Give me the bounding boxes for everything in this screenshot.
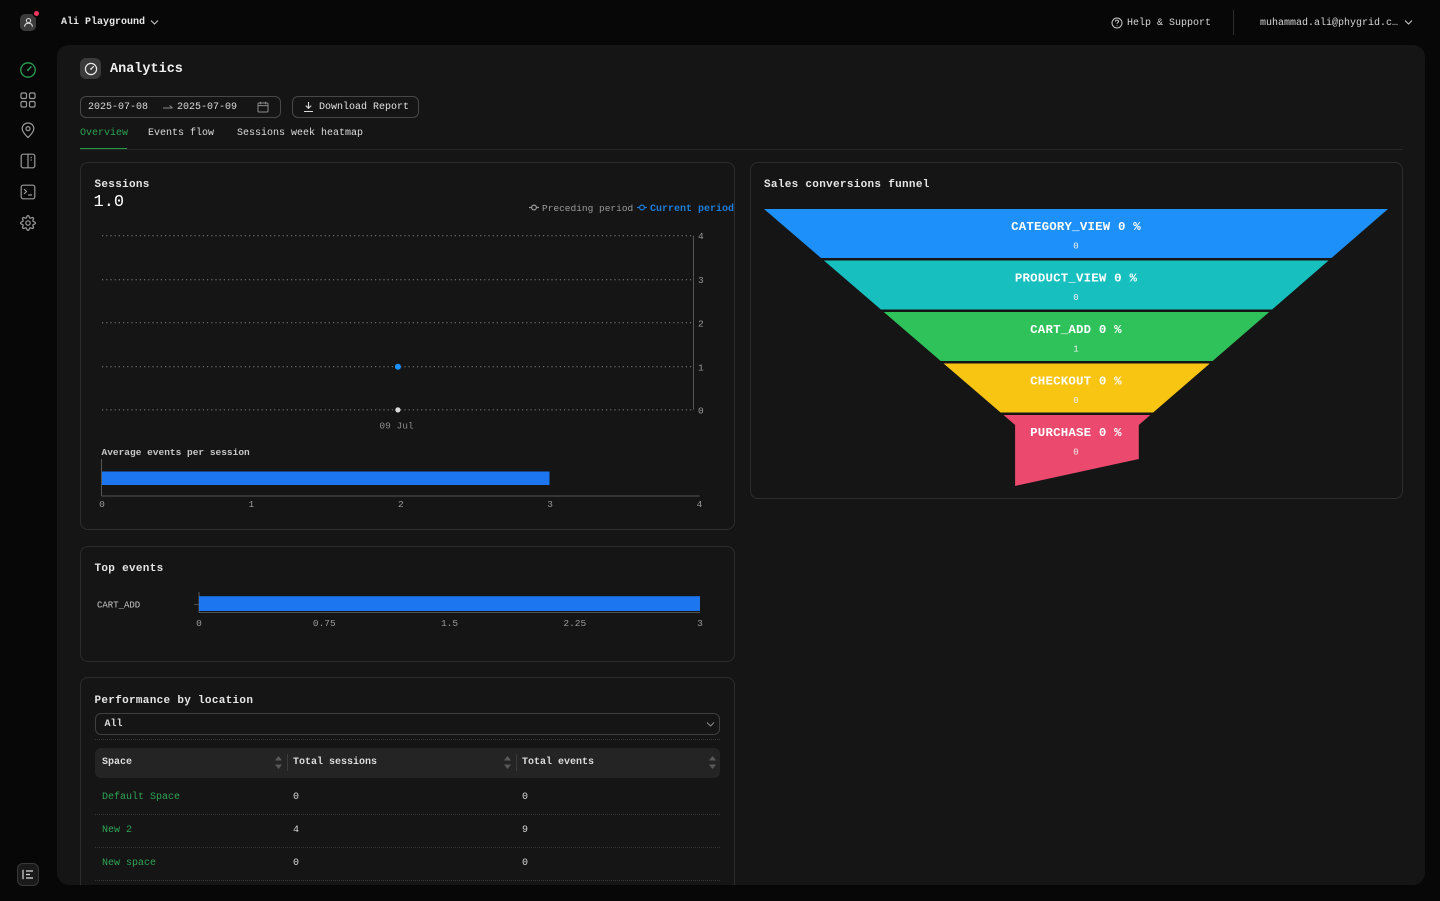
svg-text:2.25: 2.25 xyxy=(563,618,586,629)
svg-text:0.75: 0.75 xyxy=(312,618,335,629)
svg-text:1: 1 xyxy=(248,499,254,510)
svg-text:CART_ADD: CART_ADD xyxy=(97,601,140,611)
svg-text:0: 0 xyxy=(1073,242,1078,252)
svg-text:Average events per session: Average events per session xyxy=(101,447,250,458)
svg-text:CART_ADD 0 %: CART_ADD 0 % xyxy=(1030,323,1122,337)
svg-text:CATEGORY_VIEW 0 %: CATEGORY_VIEW 0 % xyxy=(1011,220,1141,234)
svg-text:0: 0 xyxy=(1073,396,1078,406)
svg-text:0: 0 xyxy=(698,405,704,416)
svg-text:3: 3 xyxy=(547,499,553,510)
svg-text:0: 0 xyxy=(1073,448,1078,458)
svg-text:1.5: 1.5 xyxy=(440,618,457,629)
svg-text:09 Jul: 09 Jul xyxy=(379,421,414,432)
svg-text:1: 1 xyxy=(698,362,704,373)
svg-text:0: 0 xyxy=(196,618,202,629)
svg-text:3: 3 xyxy=(697,618,703,629)
svg-text:Current period: Current period xyxy=(650,203,734,214)
svg-text:PRODUCT_VIEW 0 %: PRODUCT_VIEW 0 % xyxy=(1015,272,1138,286)
svg-text:3: 3 xyxy=(698,275,704,286)
svg-text:1: 1 xyxy=(1073,345,1078,355)
svg-text:CHECKOUT 0 %: CHECKOUT 0 % xyxy=(1030,375,1122,389)
svg-text:0: 0 xyxy=(1073,293,1078,303)
svg-text:0: 0 xyxy=(99,499,105,510)
svg-text:2: 2 xyxy=(397,499,403,510)
svg-text:Preceding period: Preceding period xyxy=(542,203,633,214)
svg-text:2: 2 xyxy=(698,318,704,329)
svg-text:4: 4 xyxy=(696,499,702,510)
svg-text:4: 4 xyxy=(698,231,704,242)
svg-text:PURCHASE 0 %: PURCHASE 0 % xyxy=(1030,426,1122,440)
